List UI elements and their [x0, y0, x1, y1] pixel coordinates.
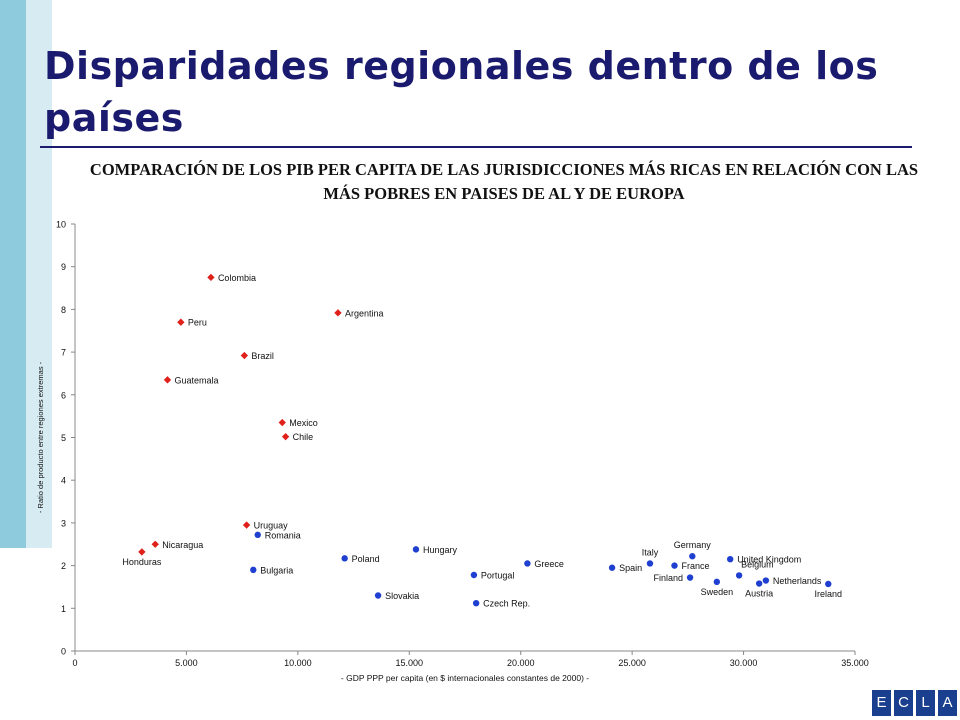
data-point-dot: [254, 531, 261, 539]
point-label: Belgium: [741, 559, 774, 569]
point-label: Greece: [534, 559, 564, 569]
point-label: Spain: [619, 563, 642, 573]
data-point-dot: [825, 580, 832, 588]
data-point-dot: [472, 599, 480, 607]
data-point-dot: [646, 560, 654, 567]
x-tick-label: 15.000: [396, 658, 424, 668]
point-label: Poland: [352, 554, 380, 564]
data-point-dot: [689, 553, 696, 560]
data-point-diamond: [151, 540, 159, 548]
y-tick-label: 7: [61, 348, 66, 358]
point-label: Hungary: [423, 545, 458, 555]
point-label: Ireland: [814, 589, 842, 599]
point-label: Honduras: [122, 557, 162, 567]
point-label: Portugal: [481, 570, 515, 580]
data-point-dot: [470, 571, 478, 579]
point-label: Bulgaria: [260, 565, 293, 575]
data-point-dot: [735, 572, 743, 579]
logo-letter: C: [894, 690, 913, 716]
logo-letter: E: [872, 690, 891, 716]
y-tick-label: 10: [56, 220, 66, 230]
x-tick-label: 0: [72, 658, 77, 668]
logo-letter: L: [916, 690, 935, 716]
point-label: Mexico: [289, 418, 318, 428]
x-tick-label: 5.000: [175, 658, 198, 668]
y-tick-label: 5: [61, 433, 66, 443]
point-label: United Kingdom: [737, 555, 801, 565]
data-point-diamond: [240, 351, 249, 360]
left-decorative-bar-inner: [0, 0, 26, 548]
y-axis-title: - Ratio de producto entre regiones extre…: [36, 361, 45, 513]
y-tick-label: 0: [61, 647, 66, 657]
data-point-dot: [713, 578, 721, 586]
data-point-dot: [727, 555, 734, 563]
y-tick-label: 2: [61, 561, 66, 571]
data-point-dot: [524, 560, 531, 567]
point-label: Netherlands: [773, 576, 822, 586]
data-point-dot: [374, 592, 382, 599]
point-label: Brazil: [251, 351, 274, 361]
data-point-dot: [671, 562, 678, 569]
chart-subtitle: COMPARACIÓN DE LOS PIB PER CAPITA DE LAS…: [89, 160, 919, 203]
eclac-logo: E C L A C: [872, 690, 960, 716]
data-point-dot: [755, 580, 763, 587]
x-tick-label: 35.000: [841, 658, 869, 668]
logo-letter: A: [938, 690, 957, 716]
x-tick-label: 20.000: [507, 658, 535, 668]
data-point-diamond: [177, 318, 185, 326]
point-label: Czech Rep.: [483, 599, 530, 609]
title-underline: [40, 146, 912, 148]
data-point-diamond: [163, 376, 172, 384]
point-label: Sweden: [701, 587, 734, 597]
point-label: Austria: [745, 589, 773, 599]
point-label: Slovakia: [385, 591, 419, 601]
y-tick-label: 6: [61, 390, 66, 400]
data-point-diamond: [242, 521, 251, 529]
slide-title: Disparidades regionales dentro de los pa…: [44, 44, 879, 140]
x-tick-label: 25.000: [618, 658, 646, 668]
data-point-dot: [686, 574, 694, 581]
data-point-diamond: [281, 432, 290, 441]
y-tick-label: 1: [61, 604, 66, 614]
point-label: Guatemala: [174, 375, 218, 385]
point-label: Argentina: [345, 308, 384, 318]
point-label: Colombia: [218, 273, 256, 283]
data-point-diamond: [207, 273, 215, 282]
y-tick-label: 9: [61, 262, 66, 272]
y-tick-label: 8: [61, 305, 66, 315]
data-point-diamond: [138, 548, 146, 556]
point-label: Nicaragua: [162, 540, 203, 550]
y-tick-label: 3: [61, 518, 66, 528]
point-label: Uruguay: [254, 521, 289, 531]
x-tick-label: 10.000: [284, 658, 312, 668]
x-axis-title: - GDP PPP per capita (en $ internacional…: [341, 673, 589, 683]
data-point-dot: [250, 566, 257, 574]
data-point-diamond: [334, 309, 342, 317]
point-label: Italy: [642, 547, 659, 557]
data-point-dot: [412, 546, 420, 553]
point-label: Peru: [188, 318, 207, 328]
x-tick-label: 30.000: [730, 658, 758, 668]
y-tick-label: 4: [61, 476, 66, 486]
data-point-dot: [762, 577, 770, 584]
point-label: Chile: [293, 432, 314, 442]
data-point-dot: [341, 555, 348, 562]
point-label: Germany: [674, 540, 712, 550]
data-point-dot: [608, 564, 616, 571]
point-label: Romania: [265, 530, 301, 540]
data-point-diamond: [278, 418, 286, 427]
point-label: Finland: [654, 573, 684, 583]
point-label: France: [681, 561, 709, 571]
